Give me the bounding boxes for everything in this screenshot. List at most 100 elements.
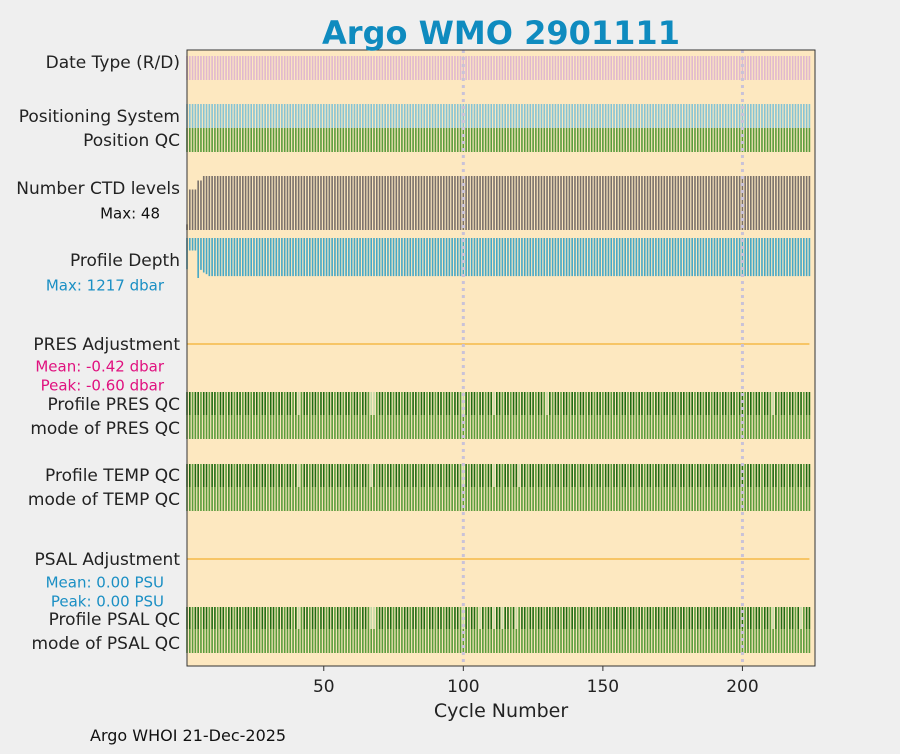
profile-depth-bar bbox=[295, 238, 297, 277]
mode-temp-qc-bar bbox=[669, 487, 671, 511]
date-type-bar bbox=[669, 56, 671, 80]
profile-pres-qc-bar bbox=[334, 392, 336, 415]
profile-temp-qc-bar bbox=[230, 464, 233, 487]
profile-psal-qc-bar bbox=[627, 607, 629, 629]
positioning-system-bar bbox=[794, 104, 797, 128]
mode-temp-qc-bar bbox=[708, 487, 710, 511]
mode-pres-qc-bar bbox=[389, 415, 392, 439]
positioning-system-bar bbox=[501, 104, 504, 128]
mode-temp-qc-bar bbox=[188, 487, 191, 511]
profile-depth-bar bbox=[479, 238, 481, 277]
profile-psal-qc-bar bbox=[507, 607, 509, 629]
position-qc-bar bbox=[724, 128, 727, 152]
date-type-bar bbox=[197, 56, 199, 80]
ctd-levels-bar bbox=[286, 176, 289, 230]
date-type-bar bbox=[334, 56, 336, 80]
position-qc-bar bbox=[348, 128, 350, 152]
profile-temp-qc-bar bbox=[211, 464, 213, 487]
mode-pres-qc-bar bbox=[197, 415, 199, 439]
mode-psal-qc-bar bbox=[370, 629, 373, 653]
profile-temp-qc-bar bbox=[373, 464, 375, 487]
profile-pres-qc-bar bbox=[482, 392, 484, 415]
mode-psal-qc-bar bbox=[272, 629, 275, 653]
mode-temp-qc-bar bbox=[378, 487, 381, 511]
profile-temp-qc-bar bbox=[442, 464, 445, 487]
ctd-levels-bar bbox=[339, 176, 342, 230]
profile-psal-qc-bar bbox=[733, 607, 735, 629]
position-qc-bar bbox=[370, 128, 373, 152]
mode-pres-qc-bar bbox=[722, 415, 724, 439]
positioning-system-bar bbox=[638, 104, 640, 128]
date-type-bar bbox=[487, 56, 490, 80]
position-qc-bar bbox=[375, 128, 378, 152]
ctd-levels-bar bbox=[512, 176, 515, 230]
mode-pres-qc-bar bbox=[476, 415, 479, 439]
positioning-system-bar bbox=[342, 104, 345, 128]
positioning-system-bar bbox=[719, 104, 721, 128]
ctd-levels-bar bbox=[370, 176, 373, 230]
profile-pres-qc-bar bbox=[733, 392, 735, 415]
date-type-bar bbox=[509, 56, 512, 80]
date-type-bar bbox=[476, 56, 479, 80]
position-qc-bar bbox=[671, 128, 674, 152]
profile-pres-qc-bar bbox=[523, 392, 526, 415]
profile-pres-qc-bar bbox=[289, 392, 292, 415]
profile-pres-qc-bar bbox=[401, 392, 403, 415]
positioning-system-bar bbox=[214, 104, 216, 128]
date-type-bar bbox=[627, 56, 629, 80]
position-qc-bar bbox=[283, 128, 286, 152]
pres-adjustment-mean: Mean: -0.42 dbar bbox=[35, 358, 165, 376]
ctd-levels-bar bbox=[437, 176, 440, 230]
profile-depth-bar bbox=[546, 238, 548, 277]
positioning-system-bar bbox=[367, 104, 370, 128]
ctd-levels-bar bbox=[303, 176, 306, 230]
ctd-levels-bar bbox=[214, 176, 216, 230]
profile-psal-qc-bar bbox=[632, 607, 635, 629]
mode-pres-qc-bar bbox=[264, 415, 266, 439]
position-qc-bar bbox=[311, 128, 314, 152]
mode-pres-qc-bar bbox=[596, 415, 599, 439]
profile-psal-qc-bar bbox=[188, 607, 191, 629]
mode-pres-qc-bar bbox=[747, 415, 749, 439]
profile-depth-bar bbox=[426, 238, 428, 277]
mode-psal-qc-bar bbox=[671, 629, 674, 653]
mode-psal-qc-bar bbox=[482, 629, 484, 653]
profile-pres-qc-bar bbox=[269, 392, 272, 415]
mode-psal-qc-bar bbox=[468, 629, 470, 653]
mode-psal-qc-bar bbox=[758, 629, 760, 653]
ctd-levels-bar bbox=[459, 176, 462, 230]
date-type-bar bbox=[378, 56, 381, 80]
position-qc-bar bbox=[568, 128, 571, 152]
positioning-system-bar bbox=[702, 104, 705, 128]
profile-temp-qc-bar bbox=[281, 464, 283, 487]
profile-psal-qc-bar bbox=[409, 607, 412, 629]
profile-depth-bar bbox=[696, 238, 699, 277]
positioning-system-bar bbox=[244, 104, 247, 128]
profile-temp-qc-bar bbox=[749, 464, 752, 487]
profile-psal-qc-bar bbox=[504, 607, 506, 629]
profile-depth-bar bbox=[216, 238, 219, 277]
ctd-levels-bar bbox=[250, 176, 253, 230]
mode-temp-qc-bar bbox=[655, 487, 657, 511]
profile-pres-qc-bar bbox=[250, 392, 253, 415]
profile-depth-bar bbox=[616, 238, 618, 277]
date-type-bar bbox=[389, 56, 392, 80]
mode-psal-qc-bar bbox=[314, 629, 317, 653]
profile-temp-qc-bar bbox=[649, 464, 652, 487]
profile-pres-qc-bar bbox=[696, 392, 699, 415]
mode-temp-qc-bar bbox=[431, 487, 434, 511]
mode-psal-qc-bar bbox=[532, 629, 534, 653]
position-qc-bar bbox=[384, 128, 386, 152]
date-type-bar bbox=[652, 56, 654, 80]
ctd-levels-bar bbox=[579, 176, 582, 230]
date-type-bar bbox=[278, 56, 280, 80]
profile-pres-qc-bar bbox=[808, 392, 811, 415]
mode-temp-qc-bar bbox=[509, 487, 512, 511]
profile-pres-qc-bar bbox=[532, 392, 534, 415]
mode-pres-qc-bar bbox=[730, 415, 733, 439]
mode-pres-qc-bar bbox=[236, 415, 239, 439]
profile-psal-qc-bar bbox=[738, 607, 741, 629]
profile-temp-qc-bar bbox=[420, 464, 423, 487]
profile-temp-qc-bar bbox=[724, 464, 727, 487]
profile-depth-bar bbox=[557, 238, 560, 277]
